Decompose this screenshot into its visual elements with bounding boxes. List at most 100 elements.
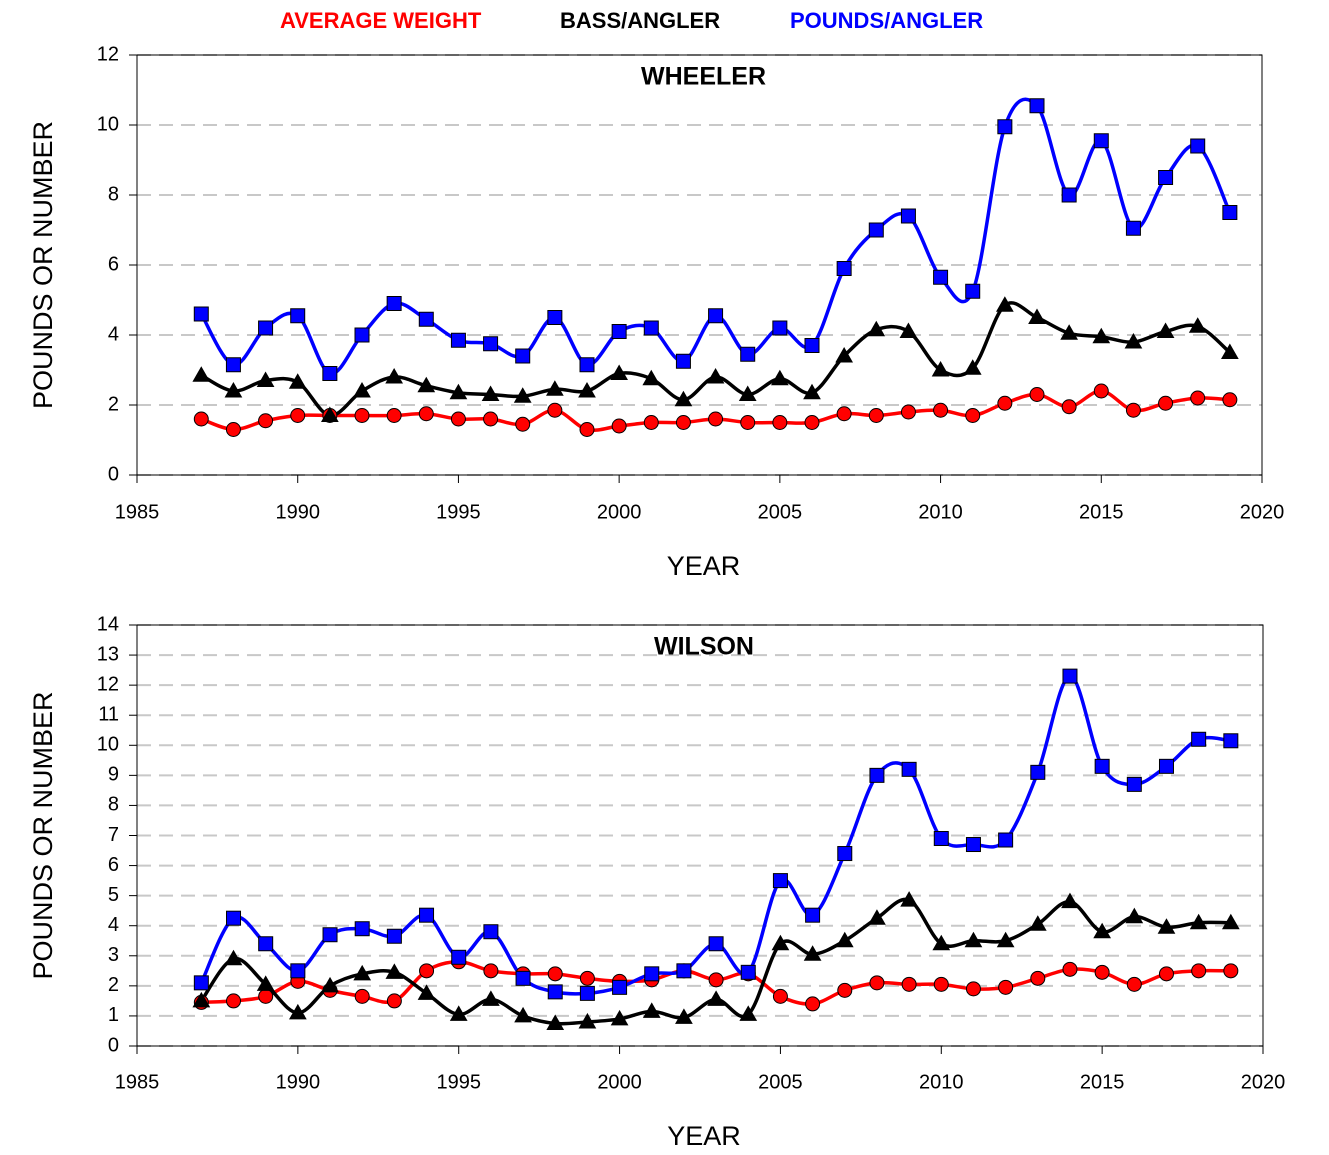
x-tick-label: 2005 — [758, 1071, 803, 1093]
marker-square — [708, 308, 724, 324]
x-tick-label: 2015 — [1080, 1071, 1125, 1093]
marker-triangle — [835, 346, 854, 363]
y-tick-label: 8 — [108, 183, 119, 205]
marker-circle — [1223, 963, 1239, 979]
marker-circle — [450, 411, 466, 427]
x-tick-label: 1985 — [115, 501, 160, 523]
marker-circle — [998, 979, 1014, 995]
marker-square — [193, 306, 209, 322]
marker-triangle — [545, 380, 564, 396]
marker-square — [386, 296, 402, 311]
marker-circle — [901, 976, 917, 992]
marker-triangle — [578, 1012, 597, 1029]
marker-circle — [418, 406, 434, 422]
marker-triangle — [803, 383, 821, 400]
marker-square — [226, 910, 242, 926]
x-tick-label: 1990 — [275, 501, 320, 523]
marker-circle — [869, 975, 885, 991]
marker-square — [322, 927, 338, 943]
marker-triangle — [482, 990, 500, 1006]
x-axis-label: YEAR — [667, 1121, 741, 1151]
y-tick-label: 0 — [108, 463, 119, 485]
marker-triangle — [1028, 915, 1047, 931]
marker-triangle — [867, 320, 886, 337]
y-tick-label: 11 — [98, 703, 119, 725]
chart-title: WILSON — [654, 633, 754, 661]
marker-circle — [419, 963, 435, 979]
marker-square — [547, 310, 563, 325]
marker-square — [547, 984, 563, 1000]
y-tick-label: 2 — [108, 974, 119, 996]
marker-circle — [708, 972, 724, 988]
marker-square — [515, 970, 531, 986]
marker-triangle — [1092, 327, 1111, 344]
marker-circle — [1158, 395, 1174, 411]
y-tick-label: 8 — [108, 794, 119, 816]
y-tick-label: 2 — [108, 393, 119, 415]
marker-square — [998, 832, 1014, 848]
marker-triangle — [449, 1005, 468, 1021]
marker-triangle — [770, 369, 789, 386]
marker-square — [740, 964, 756, 980]
marker-circle — [836, 406, 852, 422]
marker-circle — [483, 963, 499, 979]
y-tick-label: 9 — [108, 764, 119, 786]
marker-circle — [643, 415, 659, 430]
marker-triangle — [1189, 913, 1208, 930]
marker-triangle — [996, 931, 1015, 948]
marker-square — [1093, 133, 1109, 149]
marker-circle — [772, 988, 788, 1004]
marker-square — [225, 357, 241, 373]
marker-circle — [900, 404, 916, 420]
x-tick-label: 2000 — [597, 1071, 642, 1093]
marker-triangle — [1060, 324, 1079, 340]
marker-triangle — [385, 367, 404, 384]
marker-triangle — [256, 371, 275, 387]
marker-circle — [1062, 961, 1078, 977]
marker-circle — [193, 411, 209, 427]
marker-square — [612, 979, 628, 995]
marker-triangle — [900, 891, 918, 907]
marker-square — [1062, 668, 1078, 684]
y-tick-label: 0 — [108, 1034, 119, 1056]
marker-triangle — [417, 376, 436, 393]
marker-triangle — [835, 931, 854, 948]
marker-square — [1094, 758, 1110, 774]
x-tick-label: 2010 — [919, 1071, 964, 1093]
x-tick-label: 1990 — [276, 1071, 321, 1093]
marker-triangle — [320, 406, 339, 422]
x-tick-label: 2015 — [1079, 501, 1124, 523]
marker-triangle — [1157, 918, 1176, 934]
marker-triangle — [1093, 922, 1112, 939]
marker-square — [354, 921, 370, 937]
marker-square — [483, 336, 499, 352]
marker-triangle — [642, 1002, 661, 1018]
marker-triangle — [1124, 332, 1143, 349]
marker-square — [868, 222, 884, 238]
marker-triangle — [353, 964, 372, 981]
marker-triangle — [288, 373, 307, 389]
marker-square — [643, 320, 659, 336]
marker-square — [483, 924, 499, 940]
marker-square — [772, 320, 788, 336]
x-tick-label: 2000 — [597, 501, 642, 523]
marker-circle — [1093, 383, 1109, 399]
marker-triangle — [1188, 317, 1207, 333]
marker-triangle — [513, 387, 532, 403]
marker-square — [258, 320, 274, 336]
marker-square — [354, 327, 370, 343]
marker-square — [644, 966, 660, 982]
marker-triangle — [481, 385, 500, 401]
marker-circle — [805, 996, 821, 1012]
x-axis-label: YEAR — [667, 551, 741, 581]
marker-triangle — [1221, 913, 1240, 930]
marker-circle — [226, 993, 242, 1009]
marker-square — [1222, 205, 1238, 220]
marker-square — [740, 346, 756, 362]
marker-square — [772, 873, 788, 889]
marker-circle — [1222, 392, 1238, 408]
marker-circle — [515, 416, 531, 432]
marker-circle — [386, 408, 402, 423]
marker-square — [1030, 764, 1046, 780]
marker-triangle — [707, 990, 725, 1006]
